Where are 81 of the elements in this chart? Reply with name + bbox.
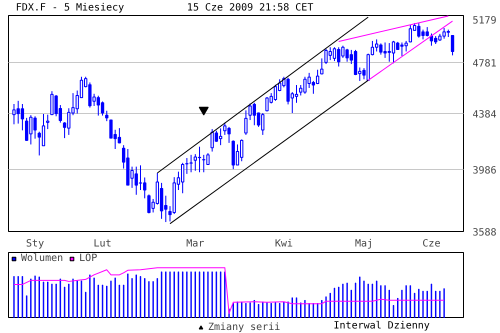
candlestick bbox=[354, 49, 358, 76]
y-tick-label: 5179 bbox=[472, 16, 497, 26]
candlestick bbox=[46, 114, 50, 130]
candlestick bbox=[198, 146, 202, 173]
candlestick bbox=[337, 46, 340, 68]
candlestick bbox=[240, 138, 244, 162]
candlestick bbox=[450, 34, 454, 56]
candlestick bbox=[316, 69, 320, 85]
candlestick bbox=[248, 102, 252, 121]
candlestick bbox=[180, 162, 184, 194]
chart-title: FDX.F - 5 Miesiecy bbox=[16, 2, 124, 14]
candlestick bbox=[341, 45, 345, 58]
candlestick bbox=[388, 42, 391, 62]
candlestick bbox=[54, 94, 58, 117]
candlestick bbox=[332, 46, 336, 62]
candlestick bbox=[374, 38, 378, 52]
candlestick bbox=[308, 72, 311, 88]
candlestick bbox=[252, 102, 256, 126]
x-tick-label: Cze bbox=[422, 238, 440, 250]
legend-label: LOP bbox=[79, 253, 98, 264]
chart-subtitle: 15 Cze 2009 21:58 CET bbox=[186, 2, 314, 14]
candlestick bbox=[88, 82, 92, 108]
candlestick bbox=[210, 128, 214, 152]
candlestick bbox=[20, 103, 24, 131]
y-tick-label: 3986 bbox=[472, 166, 497, 177]
candlestick bbox=[320, 58, 324, 75]
x-tick-label: Sty bbox=[26, 238, 44, 250]
candlestick bbox=[29, 114, 33, 145]
candlestick bbox=[392, 40, 396, 64]
candlestick bbox=[223, 122, 226, 136]
x-tick-label: Lut bbox=[94, 238, 112, 250]
candlestick bbox=[379, 42, 383, 56]
candlestick bbox=[118, 128, 122, 144]
candlestick bbox=[16, 100, 20, 124]
candlestick bbox=[42, 113, 46, 146]
candlestick bbox=[227, 126, 231, 144]
candlestick bbox=[109, 120, 113, 139]
candlestick bbox=[147, 194, 151, 214]
candlestick bbox=[50, 90, 54, 116]
x-tick-label: Kwi bbox=[274, 238, 293, 250]
candlestick bbox=[232, 140, 235, 170]
candlestick bbox=[236, 144, 240, 166]
candlestick bbox=[100, 100, 104, 116]
candlestick bbox=[218, 128, 222, 146]
candlestick bbox=[328, 46, 332, 61]
candlestick bbox=[138, 164, 142, 191]
candlestick bbox=[96, 95, 100, 116]
candlestick bbox=[417, 22, 420, 38]
candlestick bbox=[383, 42, 387, 58]
candlestick bbox=[194, 154, 197, 172]
candlestick bbox=[408, 24, 412, 43]
x-tick-label: Mar bbox=[186, 238, 204, 250]
candlestick bbox=[202, 154, 206, 173]
candlestick bbox=[160, 182, 164, 220]
y-tick-label: 4781 bbox=[472, 58, 497, 70]
candlestick bbox=[143, 176, 146, 199]
candlestick bbox=[134, 166, 138, 196]
text: Interwal Dzienny bbox=[334, 320, 430, 332]
candlestick bbox=[294, 84, 298, 104]
candlestick bbox=[345, 48, 349, 62]
candlestick bbox=[12, 103, 16, 125]
candlestick bbox=[105, 110, 108, 122]
x-tick-label: Maj bbox=[354, 238, 374, 250]
candlestick bbox=[67, 108, 70, 136]
candlestick bbox=[244, 110, 248, 136]
y-tick-label: 4384 bbox=[472, 110, 497, 121]
candlestick bbox=[33, 116, 37, 140]
legend-label: Wolumen bbox=[21, 253, 64, 264]
candlestick bbox=[265, 96, 269, 112]
candlestick bbox=[24, 117, 28, 142]
candlestick bbox=[303, 76, 307, 94]
y-tick-label: 3588 bbox=[472, 228, 497, 238]
candlestick bbox=[404, 40, 408, 52]
candlestick bbox=[442, 28, 446, 40]
candlestick bbox=[421, 29, 425, 40]
candlestick bbox=[324, 48, 328, 65]
candlestick bbox=[286, 77, 290, 105]
candlestick bbox=[400, 42, 404, 56]
candlestick bbox=[189, 154, 193, 173]
candlestick bbox=[261, 112, 264, 136]
legend-label: Zmiany serii bbox=[208, 322, 280, 333]
